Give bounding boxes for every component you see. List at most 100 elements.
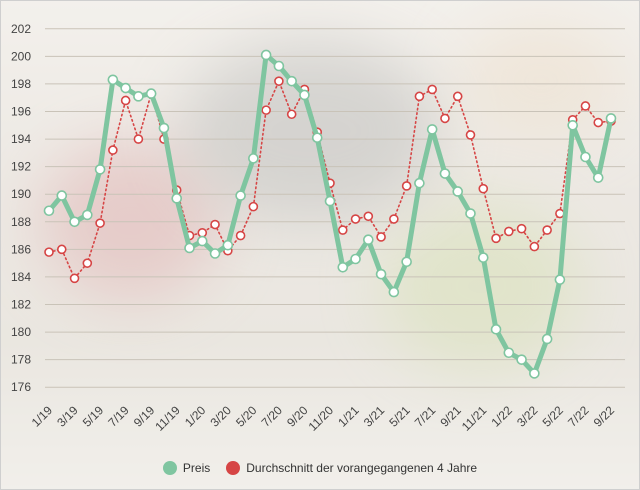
data-point-preis [439, 168, 451, 179]
data-point-preis [541, 333, 553, 345]
data-point-preis [94, 164, 106, 175]
x-tick-label: 5/20 [233, 403, 260, 430]
data-point-durchschnitt [133, 134, 144, 144]
legend-item-durchschnitt[interactable]: Durchschnitt der vorangegangenen 4 Jahre [226, 461, 477, 475]
data-point-durchschnitt [248, 201, 259, 212]
data-point-preis [286, 75, 297, 87]
data-point-durchschnitt [542, 225, 552, 235]
x-tick-label: 5/21 [386, 403, 413, 430]
data-point-preis [605, 113, 617, 124]
data-point-preis [209, 248, 221, 259]
data-point-durchschnitt [261, 105, 271, 115]
data-point-durchschnitt [478, 183, 489, 194]
data-point-preis [56, 190, 68, 201]
legend-label-durchschnitt: Durchschnitt der vorangegangenen 4 Jahre [246, 461, 478, 475]
legend-swatch-durchschnitt [226, 461, 241, 475]
data-point-preis [426, 124, 438, 135]
data-point-durchschnitt [274, 76, 284, 86]
y-tick-label: 194 [11, 132, 31, 146]
y-tick-label: 198 [11, 77, 31, 91]
data-point-preis [529, 368, 540, 379]
data-point-preis [82, 209, 93, 221]
y-tick-label: 184 [11, 270, 31, 284]
data-point-durchschnitt [376, 232, 386, 242]
series-line-preis [46, 52, 614, 376]
data-point-preis [311, 132, 323, 143]
x-tick-label: 11/20 [306, 403, 337, 434]
y-tick-label: 200 [11, 49, 31, 63]
data-point-durchschnitt [69, 273, 80, 284]
data-point-preis [171, 193, 183, 204]
legend-swatch-preis [162, 461, 177, 475]
data-point-preis [235, 190, 246, 201]
data-point-durchschnitt [120, 95, 131, 106]
y-tick-label: 180 [11, 325, 31, 339]
data-point-preis [184, 242, 195, 254]
data-point-preis [592, 172, 604, 183]
y-tick-label: 186 [11, 242, 31, 256]
x-tick-label: 1/21 [335, 403, 362, 430]
data-point-durchschnitt [440, 113, 450, 124]
data-point-preis [452, 186, 464, 197]
data-point-preis [260, 49, 272, 61]
data-point-preis [337, 261, 349, 273]
y-tick-label: 176 [11, 380, 31, 394]
data-point-preis [273, 60, 285, 72]
y-tick-label: 178 [11, 353, 31, 367]
x-tick-label: 5/19 [80, 403, 107, 430]
data-point-durchschnitt [504, 226, 514, 237]
data-point-preis [324, 195, 336, 207]
data-point-preis [69, 216, 80, 228]
data-point-durchschnitt [56, 244, 67, 255]
data-point-preis [350, 253, 361, 265]
y-axis-ticks: 176 178 180 182 184 186 188 190 192 194 196 198 200 2… [11, 22, 31, 394]
data-point-durchschnitt [593, 117, 604, 128]
data-point-preis [145, 88, 157, 99]
x-tick-label: 1/22 [489, 403, 516, 430]
data-point-durchschnitt [235, 230, 246, 241]
data-point-durchschnitt [95, 218, 105, 228]
data-point-durchschnitt [44, 247, 54, 257]
data-point-preis [401, 256, 412, 268]
data-point-preis [554, 274, 566, 285]
y-tick-label: 182 [11, 298, 31, 312]
data-point-preis [133, 91, 144, 102]
data-point-durchschnitt [529, 241, 540, 252]
y-tick-label: 196 [11, 105, 31, 119]
x-tick-label: 7/21 [412, 403, 439, 430]
data-point-durchschnitt [580, 101, 591, 111]
data-point-preis [567, 119, 578, 131]
data-point-preis [248, 153, 259, 164]
data-point-preis [196, 235, 208, 247]
data-point-preis [43, 205, 55, 217]
data-point-durchschnitt [465, 130, 476, 140]
data-point-durchschnitt [414, 91, 425, 102]
data-point-durchschnitt [363, 211, 374, 222]
data-point-preis [414, 177, 425, 189]
x-tick-label: 3/20 [208, 403, 235, 430]
data-point-preis [363, 234, 374, 246]
data-point-durchschnitt [350, 214, 361, 224]
legend: Preis Durchschnitt der vorangegangenen 4… [1, 461, 639, 475]
x-tick-label: 3/22 [514, 403, 541, 430]
data-point-preis [388, 286, 400, 298]
legend-item-preis[interactable]: Preis [162, 461, 210, 475]
y-tick-label: 192 [11, 160, 31, 174]
data-point-durchschnitt [401, 181, 412, 191]
data-point-preis [107, 74, 119, 86]
x-tick-label: 7/20 [259, 403, 286, 430]
line-chart: 176 178 180 182 184 186 188 190 192 194 196 198 200 2… [11, 22, 625, 434]
x-tick-label: 7/22 [565, 403, 592, 430]
data-point-durchschnitt [452, 91, 463, 102]
data-point-preis [120, 82, 131, 94]
data-point-preis [580, 151, 591, 163]
data-point-preis [465, 208, 476, 219]
x-tick-label: 1/20 [182, 403, 209, 430]
data-point-preis [158, 122, 170, 134]
series-lines [43, 49, 617, 379]
y-tick-label: 202 [11, 22, 31, 36]
data-point-durchschnitt [210, 219, 220, 230]
x-tick-label: 7/19 [105, 403, 132, 430]
